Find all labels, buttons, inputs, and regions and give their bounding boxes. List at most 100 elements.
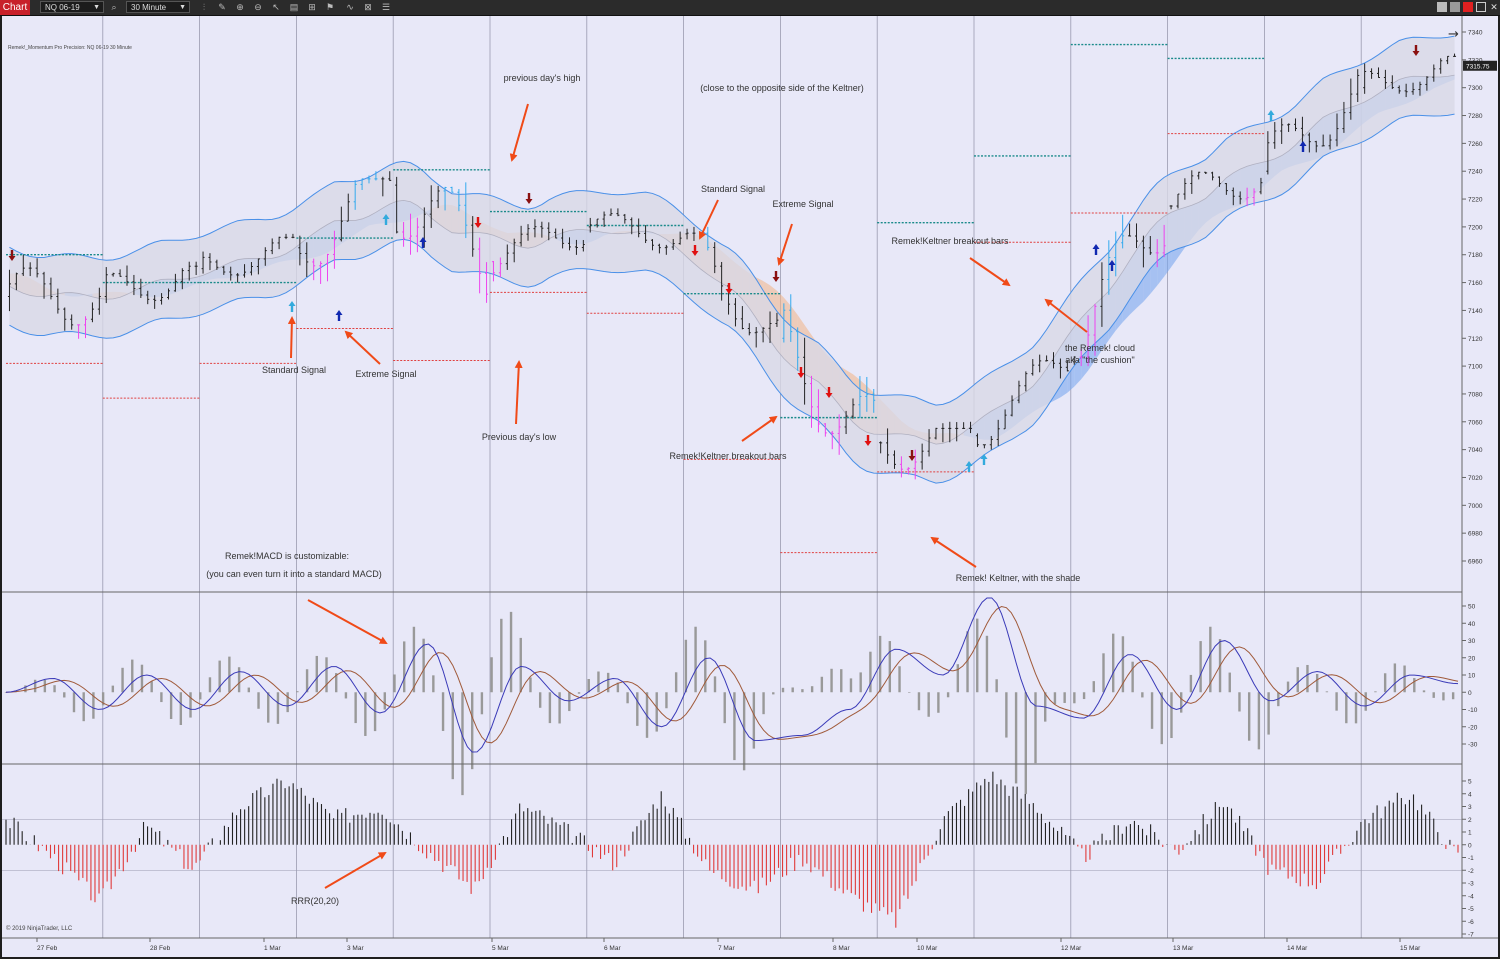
strategies-icon[interactable]: ∿ xyxy=(346,2,354,12)
price-tick-label: 7220 xyxy=(1468,197,1483,204)
macd-histogram-bar xyxy=(1005,692,1008,738)
macd-histogram-bar xyxy=(335,673,338,693)
annotation-arrow xyxy=(741,415,778,442)
macd-histogram-bar xyxy=(140,664,144,693)
macd-histogram-bar xyxy=(558,692,561,724)
chart-canvas[interactable]: 6960 6980 7000 7020 7040 7060 7080 7100 7120 7140… xyxy=(0,16,1500,959)
close-icon[interactable]: ✕ xyxy=(1490,2,1498,12)
rrr-tick-label: -1 xyxy=(1468,855,1474,862)
annotation-extreme-signal-right: Extreme Signal xyxy=(772,199,833,209)
macd-panel xyxy=(4,597,1459,796)
time-tick-label: 3 Mar xyxy=(347,945,364,952)
macd-histogram-bar xyxy=(733,692,736,761)
properties-icon[interactable]: ⊞ xyxy=(308,2,316,12)
indicators-icon[interactable]: ⚑ xyxy=(325,2,335,12)
time-tick-label: 14 Mar xyxy=(1287,945,1308,952)
macd-histogram-bar xyxy=(1092,681,1095,693)
macd-histogram-bar xyxy=(480,692,484,715)
macd-histogram-bar xyxy=(208,677,212,693)
signal-down-arrow-icon xyxy=(525,193,533,204)
annotation-arrow xyxy=(698,199,719,240)
minimize-icon[interactable] xyxy=(1437,2,1447,12)
macd-histogram-bar xyxy=(849,678,853,693)
macd-histogram-bar xyxy=(441,692,445,731)
macd-histogram-bar xyxy=(1112,633,1115,693)
macd-histogram-bar xyxy=(1364,692,1367,711)
close-red-icon[interactable] xyxy=(1463,2,1473,12)
macd-histogram-bar xyxy=(470,692,474,770)
annotation-arrow xyxy=(969,257,1011,287)
macd-histogram-bar xyxy=(43,679,47,693)
macd-histogram-bar xyxy=(1345,692,1348,724)
chevron-down-icon: ▼ xyxy=(179,4,186,11)
macd-tick-label: -30 xyxy=(1468,742,1478,749)
macd-histogram-bar xyxy=(276,692,280,724)
macd-histogram-bar xyxy=(801,689,804,693)
macd-histogram-bar xyxy=(325,657,328,693)
rrr-tick-label: 0 xyxy=(1468,842,1472,849)
annotation-arrow xyxy=(930,536,977,568)
macd-histogram-bar xyxy=(1199,641,1202,693)
signal-down-arrow-icon xyxy=(474,217,482,228)
macd-histogram-bar xyxy=(33,679,37,693)
rrr-tick-label: 2 xyxy=(1468,817,1472,824)
time-axis-background xyxy=(2,938,1498,957)
macd-histogram-bar xyxy=(529,677,532,693)
macd-histogram-bar xyxy=(121,667,124,693)
macd-histogram-bar xyxy=(1063,692,1066,703)
restore-icon[interactable] xyxy=(1450,2,1460,12)
zoom-in-icon[interactable]: ⊕ xyxy=(236,2,244,12)
macd-tick-label: 50 xyxy=(1468,604,1476,611)
interval-selector[interactable]: 30 Minute ▼ xyxy=(126,1,190,13)
macd-histogram-bar xyxy=(1131,661,1134,693)
annotation-standard-signal-left: Standard Signal xyxy=(262,365,326,375)
price-tick-label: 7020 xyxy=(1468,475,1483,482)
macd-histogram-bar xyxy=(286,692,289,713)
time-tick-label: 5 Mar xyxy=(492,945,509,952)
price-tick-label: 7060 xyxy=(1468,419,1483,426)
price-tick-label: 7200 xyxy=(1468,224,1483,231)
draw-icon[interactable]: ✎ xyxy=(218,2,226,12)
macd-histogram-bar xyxy=(577,692,581,694)
properties2-icon[interactable]: ⊠ xyxy=(364,2,372,12)
annotation-cloud-line1: the Remek! cloud xyxy=(1065,343,1135,353)
price-tick-label: 7140 xyxy=(1468,308,1483,315)
macd-histogram-bar xyxy=(1296,667,1299,693)
macd-histogram-bar xyxy=(626,692,629,704)
search-icon[interactable]: ⌕ xyxy=(111,2,117,12)
macd-histogram-bar xyxy=(315,655,318,693)
macd-histogram-bar xyxy=(946,692,950,698)
macd-tick-label: -20 xyxy=(1468,724,1478,731)
zoom-out-icon[interactable]: ⊖ xyxy=(254,2,262,12)
maximize-icon[interactable] xyxy=(1476,2,1486,12)
macd-tick-label: -10 xyxy=(1468,707,1478,714)
macd-histogram-bar xyxy=(810,686,814,693)
annotation-arrow xyxy=(514,360,523,425)
macd-histogram-bar xyxy=(189,692,192,718)
macd-histogram-bar xyxy=(1442,692,1445,701)
chart-tab[interactable]: Chart xyxy=(0,0,30,15)
macd-histogram-bar xyxy=(131,659,134,693)
price-tick-label: 7180 xyxy=(1468,252,1483,259)
pointer-icon[interactable]: ↖ xyxy=(272,2,280,12)
macd-histogram-bar xyxy=(1121,636,1125,693)
instrument-selector[interactable]: NQ 06-19 ▼ xyxy=(40,1,104,13)
macd-histogram-bar xyxy=(1170,692,1173,739)
instrument-value: NQ 06-19 xyxy=(45,3,80,12)
template-icon[interactable]: ▤ xyxy=(289,2,299,12)
price-bars xyxy=(7,53,1457,480)
bar-type-icon[interactable]: ⫶ xyxy=(202,2,206,12)
axis-background xyxy=(1462,16,1498,938)
rrr-tick-label: 4 xyxy=(1468,791,1472,798)
macd-histogram-bar xyxy=(519,637,522,693)
signal-up-arrow-icon xyxy=(382,214,390,225)
macd-histogram-bar xyxy=(791,687,794,693)
macd-tick-label: 20 xyxy=(1468,655,1476,662)
macd-histogram-bar xyxy=(956,664,960,693)
macd-histogram-bar xyxy=(461,692,464,796)
list-icon[interactable]: ☰ xyxy=(381,2,391,12)
macd-histogram-bar xyxy=(908,692,911,693)
scroll-right-icon[interactable]: → xyxy=(1448,27,1459,42)
signal-up-arrow-icon xyxy=(1299,141,1307,152)
macd-histogram-bar xyxy=(772,692,775,695)
